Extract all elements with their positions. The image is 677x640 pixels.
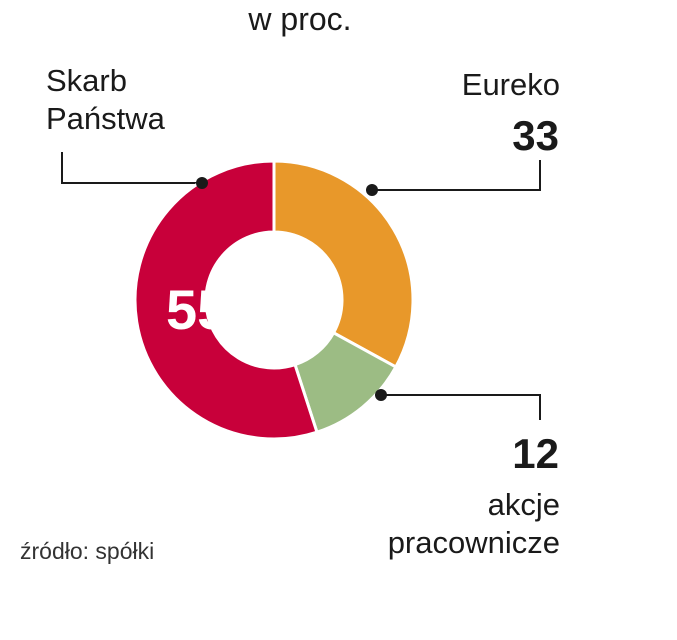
leader-dot [375,389,387,401]
leader-line [372,160,541,191]
source: źródło: spółki [20,538,155,564]
leader-dot [366,184,378,196]
category-label: Eureko [461,67,560,102]
category-label: Skarb Państwa [46,63,165,136]
value-label: 33 [512,112,559,159]
value-label: 55 [166,278,229,341]
category-label: akcje pracownicze [387,487,560,560]
pie-slice [133,159,319,441]
leader-dot [196,177,208,189]
leader-line [381,394,541,420]
leader-line [61,152,202,184]
pie-slice [272,159,415,370]
leader-lines [61,152,541,420]
value-label: 12 [512,430,559,477]
subtitle: w proc. [248,1,352,37]
